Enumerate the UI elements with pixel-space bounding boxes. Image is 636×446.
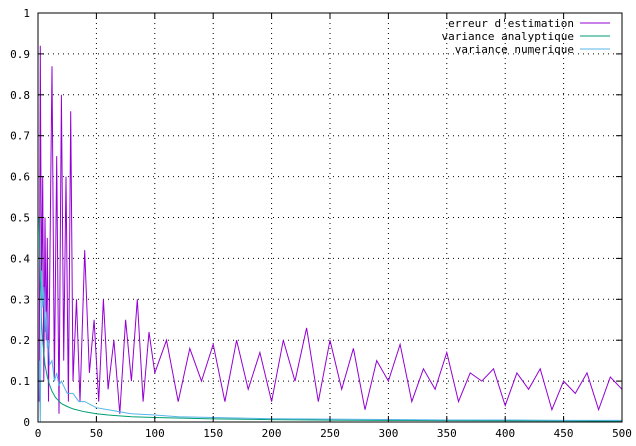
y-tick-label: 0.2: [10, 334, 30, 347]
legend-label: erreur d'estimation: [448, 17, 574, 30]
x-tick-label: 150: [203, 427, 223, 440]
legend-label: variance analyptique: [442, 30, 574, 43]
axis-ticks: 0 50 100 150 200 250 300 350 400 450 500 0 0.1 0.2 0.3…: [10, 7, 632, 440]
legend-label: variance numerique: [455, 43, 574, 56]
grid: [38, 13, 622, 422]
y-tick-label: 0.5: [10, 212, 30, 225]
plot-frame: [37, 12, 623, 423]
x-tick-label: 50: [90, 427, 103, 440]
y-tick-label: 0.8: [10, 89, 30, 102]
y-tick-label: 0.7: [10, 130, 30, 143]
y-tick-label: 0.9: [10, 48, 30, 61]
x-tick-label: 0: [35, 427, 42, 440]
x-tick-label: 500: [612, 427, 632, 440]
x-tick-label: 300: [378, 427, 398, 440]
x-tick-label: 400: [495, 427, 515, 440]
x-tick-label: 350: [437, 427, 457, 440]
y-tick-label: 0.6: [10, 171, 30, 184]
x-tick-label: 100: [145, 427, 165, 440]
y-tick-label: 1: [23, 7, 30, 20]
y-tick-label: 0.3: [10, 293, 30, 306]
y-tick-label: 0.4: [10, 252, 30, 265]
y-tick-label: 0: [23, 416, 30, 429]
y-tick-label: 0.1: [10, 375, 30, 388]
x-tick-label: 200: [262, 427, 282, 440]
series-line-2: [38, 270, 622, 423]
x-tick-label: 250: [320, 427, 340, 440]
series-line-0: [38, 45, 623, 414]
x-tick-label: 450: [554, 427, 574, 440]
series-layer: [38, 45, 623, 423]
series-line-1: [38, 217, 623, 422]
